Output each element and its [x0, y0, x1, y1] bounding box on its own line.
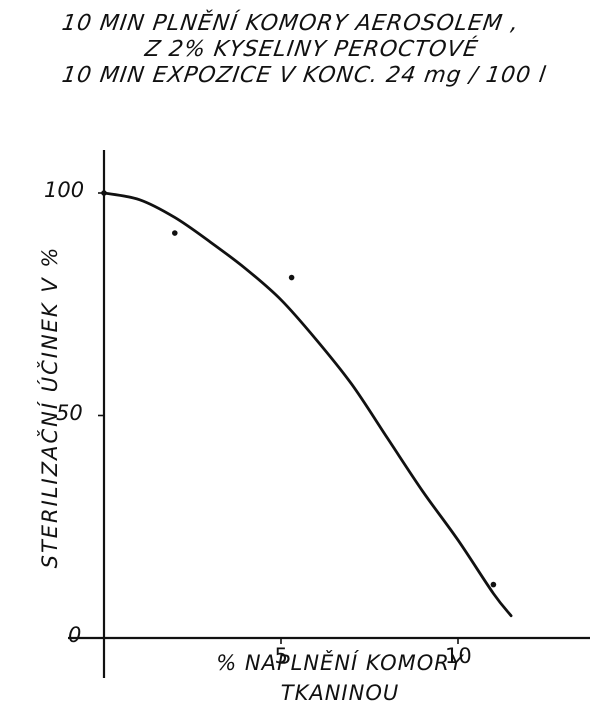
x-tick-label: 5	[274, 644, 288, 668]
data-point	[490, 581, 497, 588]
fit-curve	[102, 191, 513, 618]
data-point	[172, 230, 178, 236]
x-axis-label-line-1: % NAPLNĚNÍ KOMORY	[216, 651, 464, 675]
y-axis-label: STERILIZAČNÍ ÚČINEK V %	[38, 245, 62, 569]
x-tick-label: 10	[445, 644, 472, 668]
y-tick-label: 100	[44, 178, 85, 202]
data-point	[101, 190, 107, 196]
y-tick-label: 0	[68, 623, 82, 647]
y-tick-label: 50	[56, 400, 83, 425]
x-axis-label: % NAPLNĚNÍ KOMORY TKANINOU	[180, 648, 500, 708]
data-point	[288, 274, 295, 281]
x-axis-label-line-2: TKANINOU	[280, 681, 400, 705]
